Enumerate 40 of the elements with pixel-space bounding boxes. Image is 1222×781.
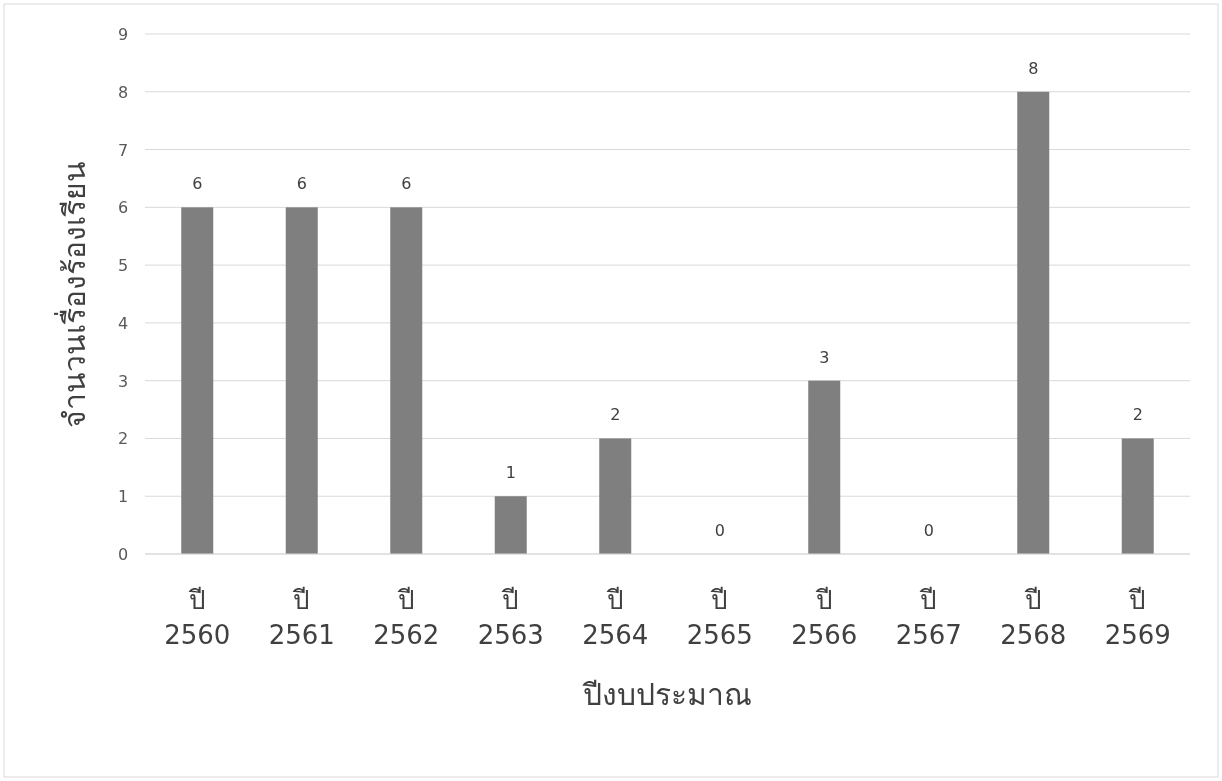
data-label: 8 [1028, 58, 1039, 78]
y-tick-label: 4 [117, 313, 129, 333]
bar [599, 438, 632, 554]
x-tick-label: ปี 2563 [477, 585, 544, 650]
x-tick-label: ปี 2568 [1000, 585, 1067, 650]
y-tick-label: 1 [117, 487, 129, 507]
bar [1121, 438, 1154, 554]
x-tick-label: ปี 2560 [164, 585, 231, 650]
bar [808, 380, 841, 554]
x-tick-label: ปี 2566 [791, 585, 858, 650]
x-tick-label: ปี 2565 [686, 585, 753, 650]
data-label: 0 [714, 521, 725, 540]
data-label: 6 [192, 174, 203, 194]
y-tick-label: 2 [117, 429, 129, 449]
x-tick-label: ปี 2569 [1104, 585, 1171, 650]
bar [181, 207, 214, 554]
y-tick-label: 3 [117, 371, 129, 391]
data-label: 2 [1132, 405, 1143, 425]
y-tick-label: 8 [117, 82, 129, 102]
bar [390, 207, 423, 554]
data-label: 0 [923, 521, 934, 540]
x-tick-label: ปี 2561 [268, 585, 335, 650]
bar [1017, 91, 1050, 554]
data-label: 1 [505, 463, 516, 483]
data-label: 6 [296, 174, 307, 194]
y-tick-label: 6 [117, 198, 129, 218]
bar [285, 207, 318, 554]
x-tick-label: ปี 2562 [373, 585, 440, 650]
data-label: 2 [610, 405, 621, 425]
x-axis-title: ปีงบประมาณ [582, 677, 752, 712]
x-tick-label: ปี 2567 [895, 585, 962, 650]
x-tick-label: ปี 2564 [582, 585, 649, 650]
data-label: 3 [819, 347, 830, 367]
bar [494, 496, 527, 554]
y-tick-label: 9 [117, 25, 129, 44]
y-tick-label: 5 [117, 256, 129, 276]
data-label: 6 [401, 174, 412, 194]
y-axis-title: จำนวนเรื่องร้องเรียน [54, 160, 92, 428]
y-tick-label: 0 [117, 545, 129, 564]
y-tick-label: 7 [117, 140, 129, 160]
